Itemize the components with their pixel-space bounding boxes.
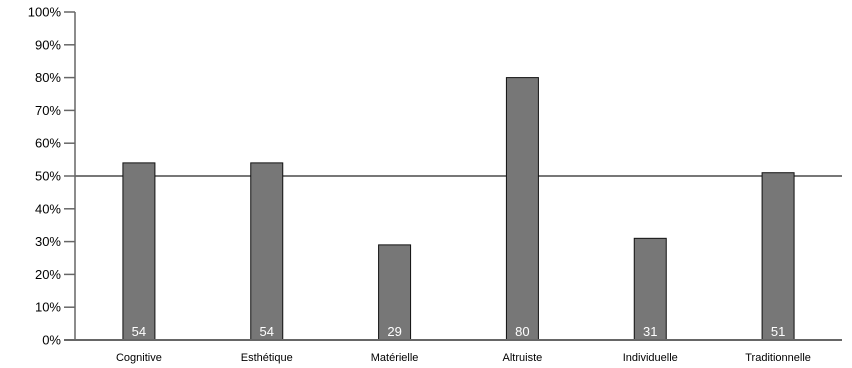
y-tick-label: 40% (35, 201, 61, 216)
y-tick-label: 10% (35, 300, 61, 315)
bar-value-label: 31 (643, 324, 657, 339)
value-labels-group: 54 54 29 80 31 51 (132, 324, 786, 339)
x-category-label: Matérielle (371, 352, 419, 364)
y-tick-label: 70% (35, 103, 61, 118)
x-axis-labels: Cognitive Esthétique Matérielle Altruiste In… (116, 352, 811, 364)
bar-value-label: 51 (771, 324, 785, 339)
bar-value-label: 54 (132, 324, 146, 339)
bar-traditionnelle (761, 172, 795, 341)
y-tick-label: 0% (42, 333, 61, 348)
y-tick-label: 80% (35, 70, 61, 85)
bar-value-label: 29 (387, 324, 401, 339)
bar-value-label: 54 (260, 324, 274, 339)
bar-cognitive (122, 162, 156, 341)
y-tick-label: 90% (35, 37, 61, 52)
bar-matérielle (378, 244, 412, 341)
axes-group (64, 12, 842, 341)
bar-individuelle (633, 237, 667, 341)
bar-altruiste (505, 77, 539, 341)
x-category-label: Esthétique (241, 352, 293, 364)
y-axis-ticks: 0% 10% 20% 30% 40% 50% 60% 70% 80% 90% 100% (28, 5, 75, 348)
x-category-label: Altruiste (503, 352, 543, 364)
y-tick-label: 30% (35, 234, 61, 249)
x-category-label: Cognitive (116, 352, 162, 364)
y-tick-label: 60% (35, 136, 61, 151)
y-tick-label: 50% (35, 169, 61, 184)
bar-value-label: 80 (515, 324, 529, 339)
y-tick-label: 20% (35, 267, 61, 282)
x-category-label: Individuelle (623, 352, 678, 364)
y-tick-label: 100% (28, 5, 62, 20)
bars-group (122, 77, 795, 341)
x-category-label: Traditionnelle (745, 352, 811, 364)
bar-esthétique (250, 162, 284, 341)
